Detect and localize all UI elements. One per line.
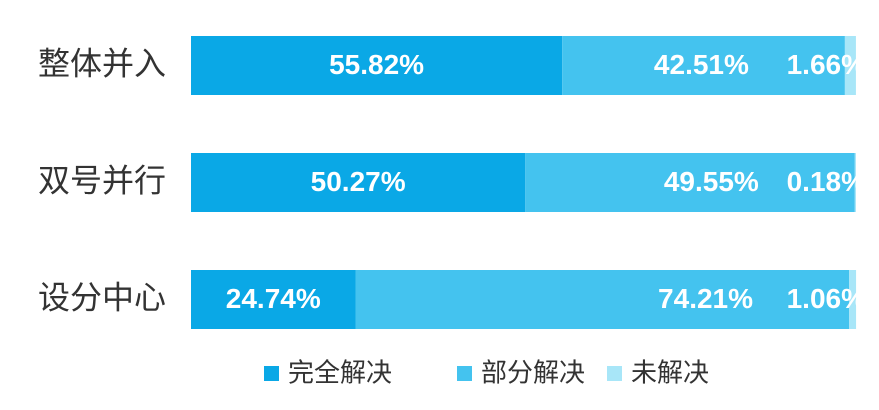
legend-swatch bbox=[607, 366, 622, 381]
bar-segment bbox=[844, 36, 856, 95]
bar-segment bbox=[849, 270, 857, 329]
data-label: 1.66% bbox=[787, 49, 866, 80]
legend-label: 部分解决 bbox=[481, 359, 585, 389]
bar-segment bbox=[355, 270, 850, 329]
data-label: 42.51% bbox=[654, 49, 749, 80]
legend-swatch bbox=[457, 366, 472, 381]
legend-label: 完全解决 bbox=[288, 359, 392, 389]
data-label: 50.27% bbox=[311, 166, 406, 197]
bar-segment bbox=[191, 270, 356, 329]
data-label: 1.06% bbox=[787, 283, 866, 314]
data-label: 49.55% bbox=[664, 166, 759, 197]
data-label: 74.21% bbox=[658, 283, 753, 314]
category-label: 双号并行 bbox=[38, 162, 166, 200]
bar-segment bbox=[854, 153, 856, 212]
bar-segment bbox=[191, 36, 563, 95]
legend-swatch bbox=[264, 366, 279, 381]
bar-segment bbox=[525, 153, 855, 212]
bar-segment bbox=[562, 36, 845, 95]
category-label: 整体并入 bbox=[38, 45, 166, 83]
bar-segment bbox=[191, 153, 526, 212]
data-label: 55.82% bbox=[329, 49, 424, 80]
category-label: 设分中心 bbox=[38, 279, 166, 317]
data-label: 0.18% bbox=[787, 166, 866, 197]
data-label: 24.74% bbox=[226, 283, 321, 314]
legend-label: 未解决 bbox=[631, 359, 709, 389]
